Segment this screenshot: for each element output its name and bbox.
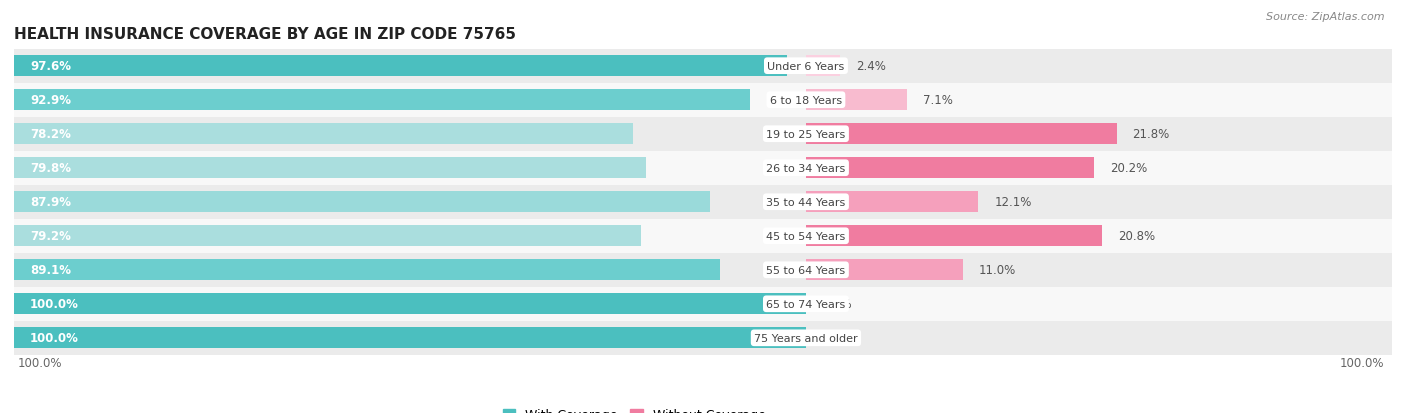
Text: 79.2%: 79.2%: [30, 230, 70, 243]
Bar: [14, 117, 1392, 151]
Bar: [806, 158, 1094, 179]
Text: 97.6%: 97.6%: [30, 60, 70, 73]
Text: 0.0%: 0.0%: [821, 332, 852, 344]
Text: 78.2%: 78.2%: [30, 128, 70, 141]
Text: 19 to 25 Years: 19 to 25 Years: [766, 129, 845, 139]
Text: 7.1%: 7.1%: [922, 94, 953, 107]
Text: 92.9%: 92.9%: [30, 94, 70, 107]
Bar: [14, 260, 720, 281]
Bar: [14, 287, 1392, 321]
Bar: [806, 90, 907, 111]
Bar: [14, 219, 1392, 253]
Bar: [14, 151, 1392, 185]
Bar: [14, 90, 749, 111]
Text: 65 to 74 Years: 65 to 74 Years: [766, 299, 845, 309]
Text: 20.2%: 20.2%: [1109, 162, 1147, 175]
Text: 0.0%: 0.0%: [821, 298, 852, 311]
Text: Source: ZipAtlas.com: Source: ZipAtlas.com: [1267, 12, 1385, 22]
Text: 100.0%: 100.0%: [30, 298, 79, 311]
Text: 11.0%: 11.0%: [979, 263, 1015, 277]
Bar: [14, 328, 806, 349]
Text: 55 to 64 Years: 55 to 64 Years: [766, 265, 845, 275]
Text: 20.8%: 20.8%: [1118, 230, 1156, 243]
Text: 100.0%: 100.0%: [18, 356, 62, 369]
Bar: [806, 225, 1102, 247]
Text: 100.0%: 100.0%: [1340, 356, 1384, 369]
Bar: [14, 192, 710, 213]
Bar: [806, 56, 841, 77]
Bar: [14, 225, 641, 247]
Text: Under 6 Years: Under 6 Years: [768, 62, 845, 71]
Legend: With Coverage, Without Coverage: With Coverage, Without Coverage: [498, 404, 770, 413]
Bar: [14, 124, 633, 145]
Bar: [14, 56, 787, 77]
Bar: [14, 50, 1392, 83]
Bar: [14, 83, 1392, 117]
Text: 21.8%: 21.8%: [1132, 128, 1170, 141]
Text: 35 to 44 Years: 35 to 44 Years: [766, 197, 845, 207]
Text: 6 to 18 Years: 6 to 18 Years: [770, 95, 842, 105]
Bar: [806, 192, 979, 213]
Bar: [14, 158, 645, 179]
Text: 2.4%: 2.4%: [856, 60, 886, 73]
Bar: [806, 260, 963, 281]
Bar: [14, 185, 1392, 219]
Text: 12.1%: 12.1%: [994, 196, 1032, 209]
Bar: [14, 294, 806, 315]
Bar: [14, 253, 1392, 287]
Text: 87.9%: 87.9%: [30, 196, 70, 209]
Bar: [14, 321, 1392, 355]
Text: 26 to 34 Years: 26 to 34 Years: [766, 163, 845, 173]
Text: HEALTH INSURANCE COVERAGE BY AGE IN ZIP CODE 75765: HEALTH INSURANCE COVERAGE BY AGE IN ZIP …: [14, 26, 516, 41]
Text: 89.1%: 89.1%: [30, 263, 70, 277]
Bar: [806, 124, 1116, 145]
Text: 100.0%: 100.0%: [30, 332, 79, 344]
Text: 75 Years and older: 75 Years and older: [754, 333, 858, 343]
Text: 45 to 54 Years: 45 to 54 Years: [766, 231, 845, 241]
Text: 79.8%: 79.8%: [30, 162, 70, 175]
